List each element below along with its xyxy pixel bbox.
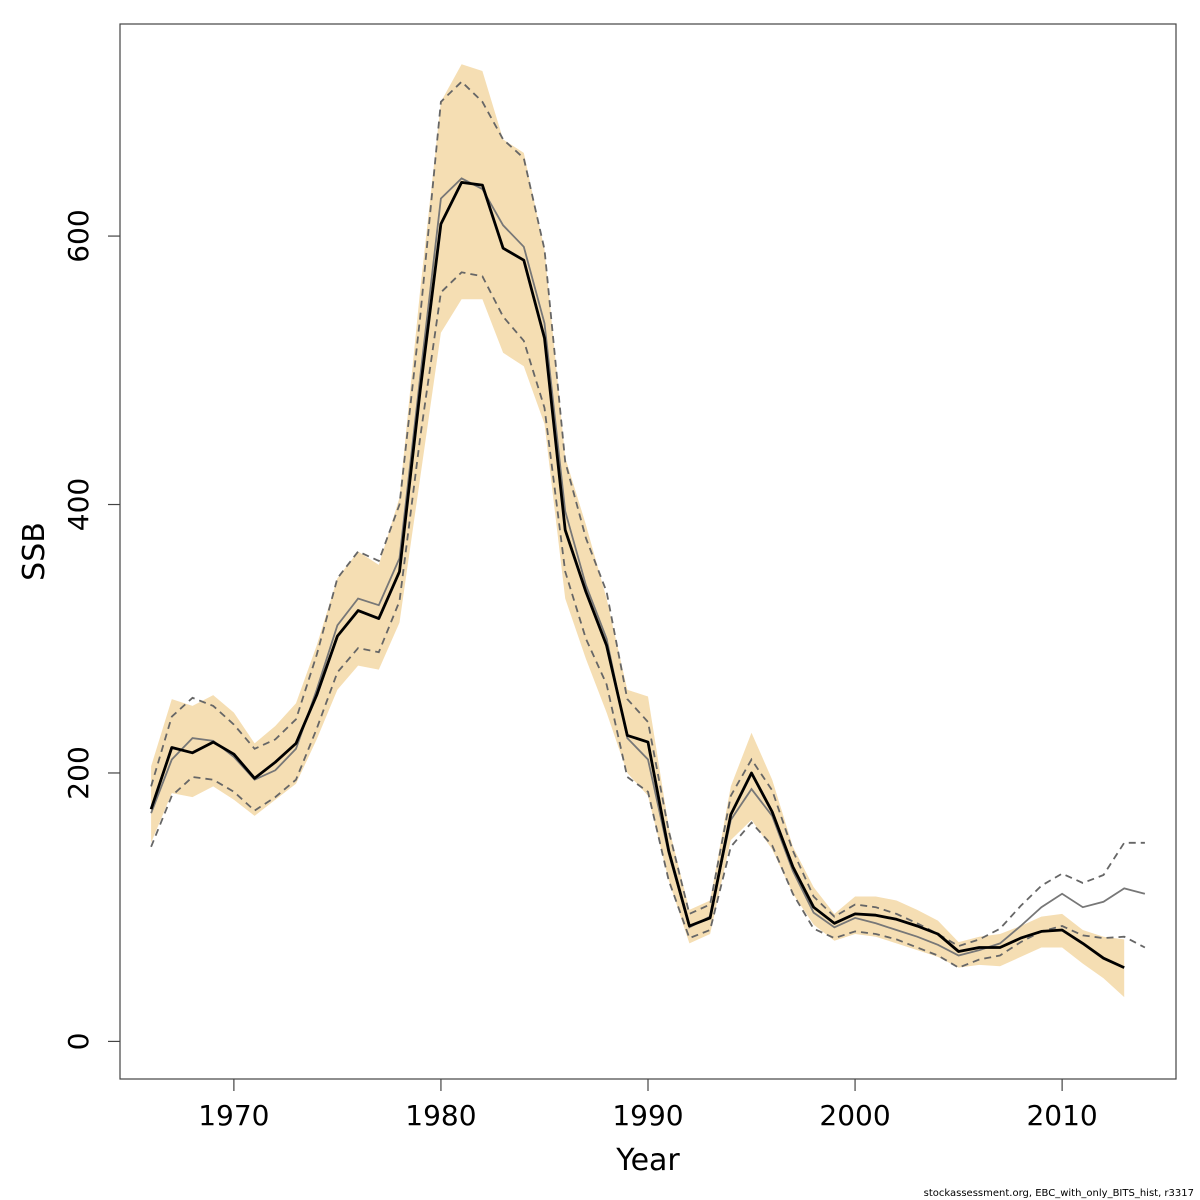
retrospective-lower-line bbox=[150, 271, 1146, 969]
plot-frame bbox=[119, 23, 1177, 1080]
y-tick-label: 600 bbox=[62, 209, 95, 262]
y-tick-label: 0 bbox=[62, 1033, 95, 1051]
axes: 1970 1980 1990 2000 2010 0 200 400 600 bbox=[62, 209, 1098, 1132]
retrospective-upper-line bbox=[150, 80, 1145, 948]
x-tick-label: 1970 bbox=[198, 1099, 269, 1132]
y-tick-label: 200 bbox=[62, 746, 95, 799]
y-axis-label: SSB bbox=[17, 522, 52, 581]
x-axis-label: Year bbox=[615, 1143, 680, 1178]
confidence-band bbox=[151, 64, 1125, 998]
y-tick-label: 400 bbox=[62, 478, 95, 531]
ssb-estimate-line bbox=[149, 180, 1125, 969]
x-tick-label: 1980 bbox=[405, 1099, 476, 1132]
x-tick-label: 2000 bbox=[819, 1099, 890, 1132]
retrospective-line bbox=[150, 177, 1146, 957]
source-footnote: stockassessment.org, EBC_with_only_BITS_… bbox=[924, 1188, 1194, 1199]
x-tick-label: 1990 bbox=[612, 1099, 683, 1132]
x-tick-label: 2010 bbox=[1026, 1099, 1097, 1132]
plot-area bbox=[149, 64, 1146, 998]
